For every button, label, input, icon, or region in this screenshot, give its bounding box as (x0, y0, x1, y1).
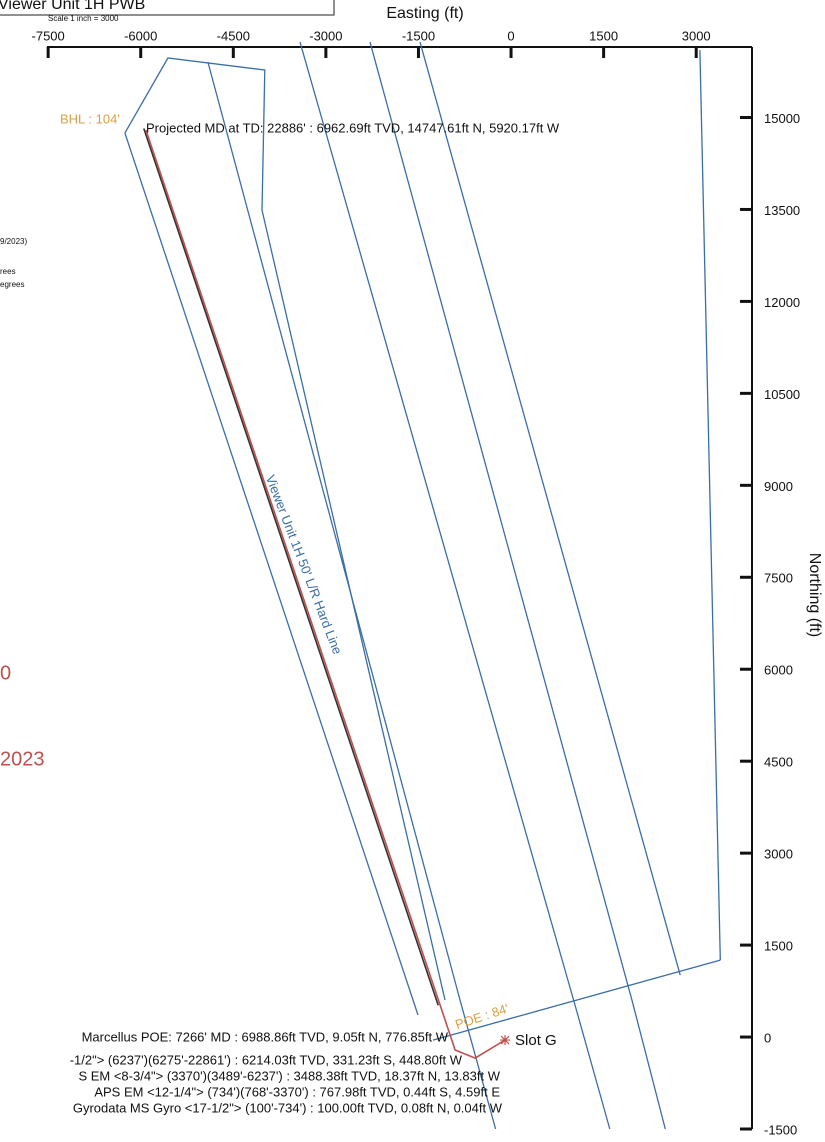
map-line (699, 50, 721, 961)
annotation: Marcellus POE: 7266' MD : 6988.86ft TVD,… (82, 1029, 449, 1044)
map-line (419, 41, 681, 976)
annotation: Projected MD at TD: 22886' : 6962.69ft T… (146, 120, 560, 135)
annotation: 2023 (0, 748, 45, 770)
plot-area (124, 41, 721, 1130)
map-line (369, 41, 666, 1130)
y-tick-label: 6000 (764, 663, 793, 678)
annotation: -1/2"> (6237')(6275'-22861') : 6214.03ft… (70, 1052, 463, 1067)
annotation: 0 (0, 662, 11, 684)
map-line (432, 959, 721, 1041)
chart-title: Viewer Unit 1H PWB (0, 0, 145, 13)
annotation: APS EM <12-1/4"> (734')(768'-3370') : 76… (94, 1084, 500, 1099)
slot-label: Slot G (515, 1032, 557, 1049)
y-tick-label: 10500 (764, 387, 800, 402)
map-line (145, 129, 506, 1059)
title-box (0, 0, 335, 16)
scale-note: Scale 1 inch = 3000 (48, 14, 119, 23)
x-tick-label: -7500 (32, 28, 65, 43)
map-line (124, 57, 446, 1001)
x-tick-label: 0 (507, 28, 514, 43)
x-tick-label: -4500 (217, 28, 250, 43)
y-tick-label: 7500 (764, 571, 793, 586)
x-axis-label: Easting (ft) (386, 5, 463, 22)
annotation: Viewer Unit 1H 50' L/R Hard Line (263, 473, 345, 657)
annotation: 9/2023) (0, 237, 27, 246)
x-tick-label: -1500 (402, 28, 435, 43)
y-tick-label: 13500 (764, 203, 800, 218)
y-tick-label: 15000 (764, 111, 800, 126)
map-line (143, 128, 439, 1006)
x-tick-label: -6000 (124, 28, 157, 43)
y-tick-label: 12000 (764, 295, 800, 310)
x-tick-label: -3000 (309, 28, 342, 43)
slot-marker (500, 1035, 511, 1046)
map-line (299, 41, 611, 1130)
y-axis-label: Northing (ft) (806, 553, 823, 637)
map-line (207, 61, 497, 1130)
y-tick-label: 3000 (764, 847, 793, 862)
x-tick-label: 1500 (589, 28, 618, 43)
y-tick-label: 0 (764, 1030, 771, 1045)
map-line (124, 132, 419, 1016)
x-tick-label: 3000 (682, 28, 711, 43)
annotation: S EM <8-3/4"> (3370')(3489'-6237') : 348… (78, 1068, 500, 1083)
y-tick-label: -1500 (764, 1122, 797, 1137)
annotation: rees (0, 267, 16, 276)
annotation: Gyrodata MS Gyro <17-1/2"> (100'-734') :… (73, 1100, 503, 1115)
annotation: BHL : 104' (60, 111, 120, 126)
y-tick-label: 1500 (764, 939, 793, 954)
annotation: egrees (0, 280, 24, 289)
y-tick-label: 9000 (764, 479, 793, 494)
y-tick-label: 4500 (764, 755, 793, 770)
